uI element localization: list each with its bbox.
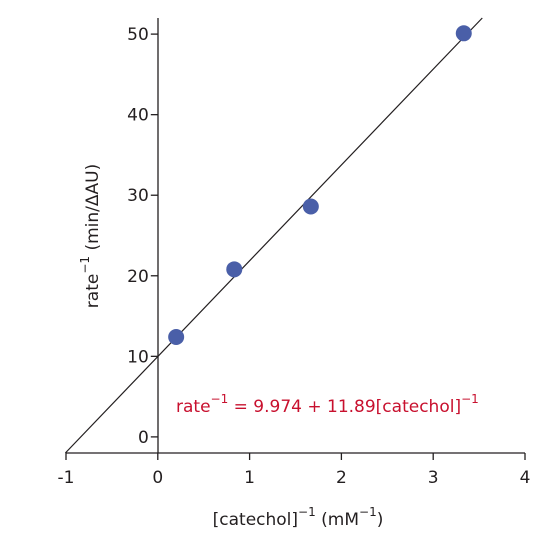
data-point — [226, 261, 243, 278]
data-point — [302, 198, 319, 215]
y-tick-label: 50 — [127, 25, 149, 45]
data-points — [168, 25, 472, 345]
x-tick-label: 2 — [336, 468, 347, 488]
y-tick-label: 10 — [127, 347, 149, 367]
x-axis-title-unit-sup: −1 — [359, 505, 377, 519]
x-axis-title-unit: (mM — [316, 510, 359, 530]
y-axis-title: rate−1 (min/ΔAU) — [78, 164, 103, 308]
y-axis-title-main: rate — [83, 274, 103, 309]
fit-equation-lhs-sup: −1 — [211, 392, 229, 406]
fit-equation-rhs: = 9.974 + 11.89[catechol] — [228, 397, 461, 417]
x-tick-label: 3 — [428, 468, 439, 488]
y-tick-label: 20 — [127, 267, 149, 287]
fit-equation-lhs: rate — [176, 397, 211, 417]
fit-equation-rhs-sup: −1 — [461, 392, 479, 406]
x-axis-title-main: [catechol] — [213, 510, 298, 530]
x-tick-label: 0 — [152, 468, 163, 488]
x-ticks: -1 0 1 2 3 4 — [58, 453, 531, 488]
y-ticks: 0 10 20 30 40 50 — [127, 25, 158, 448]
y-tick-label: 40 — [127, 106, 149, 126]
data-point — [168, 329, 185, 345]
fit-equation: rate−1 = 9.974 + 11.89[catechol]−1 — [176, 392, 479, 417]
fit-line — [64, 17, 483, 454]
x-tick-label: 4 — [520, 468, 531, 488]
y-axis-title-sup: −1 — [78, 256, 92, 274]
x-axis-title-sup: −1 — [298, 505, 316, 519]
y-axis-title-unit: (min/ΔAU) — [83, 164, 103, 256]
y-tick-label: 0 — [138, 428, 149, 448]
x-tick-label: -1 — [58, 468, 75, 488]
x-tick-label: 1 — [244, 468, 255, 488]
x-axis-title: [catechol]−1 (mM−1) — [213, 505, 384, 530]
y-tick-label: 30 — [127, 186, 149, 206]
data-point — [455, 25, 472, 42]
x-axis-title-unit-close: ) — [377, 510, 384, 530]
